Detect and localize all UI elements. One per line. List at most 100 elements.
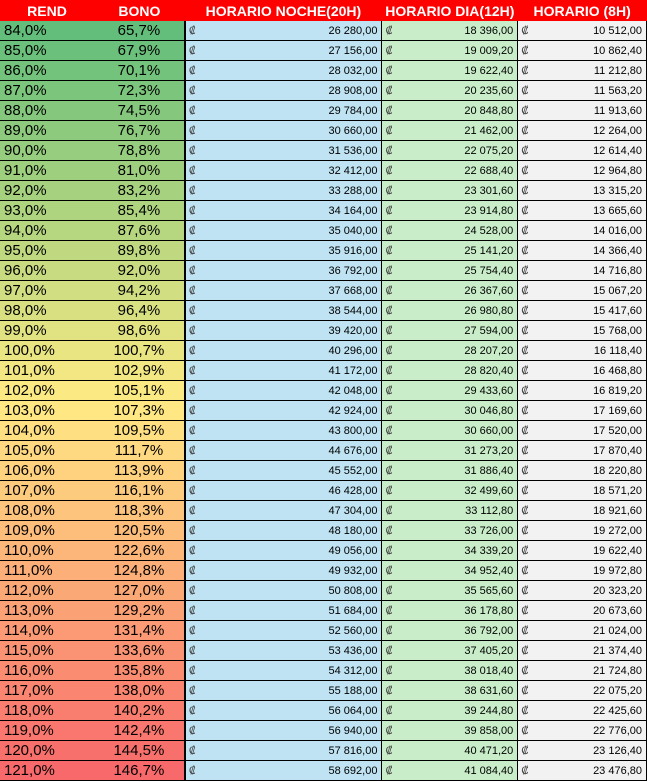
rend-cell: 98,0% — [0, 300, 94, 321]
horario-noche-value: 35 916,00 — [195, 240, 382, 261]
currency-symbol-noche: ₡ — [183, 340, 196, 361]
currency-symbol-8h: ₡ — [517, 220, 528, 241]
horario-noche-value: 27 156,00 — [195, 40, 382, 61]
horario-8h-value: 13 315,20 — [527, 180, 647, 201]
horario-dia-value: 35 565,60 — [392, 580, 518, 601]
currency-symbol-8h: ₡ — [517, 660, 528, 681]
currency-symbol-8h: ₡ — [517, 420, 528, 441]
currency-symbol-noche: ₡ — [183, 740, 196, 761]
currency-symbol-8h: ₡ — [517, 480, 528, 501]
table-row: 112,0%127,0%₡50 808,00₡35 565,60₡20 323,… — [0, 580, 647, 601]
bono-cell: 70,1% — [93, 60, 185, 81]
currency-symbol-dia: ₡ — [381, 260, 393, 281]
horario-8h-value: 22 425,60 — [527, 700, 647, 721]
rend-cell: 90,0% — [0, 140, 94, 161]
rend-cell: 100,0% — [0, 340, 94, 361]
bono-cell: 142,4% — [93, 720, 185, 741]
rend-cell: 117,0% — [0, 680, 94, 701]
currency-symbol-dia: ₡ — [381, 640, 393, 661]
currency-symbol-8h: ₡ — [517, 320, 528, 341]
rend-cell: 88,0% — [0, 100, 94, 121]
header-horario-8h: HORARIO (8H) — [517, 0, 647, 21]
bono-cell: 102,9% — [93, 360, 185, 381]
table-row: 119,0%142,4%₡56 940,00₡39 858,00₡22 776,… — [0, 720, 647, 741]
currency-symbol-8h: ₡ — [517, 180, 528, 201]
horario-8h-value: 14 716,80 — [527, 260, 647, 281]
bono-cell: 140,2% — [93, 700, 185, 721]
currency-symbol-noche: ₡ — [183, 320, 196, 341]
horario-noche-value: 58 692,00 — [195, 760, 382, 781]
currency-symbol-8h: ₡ — [517, 740, 528, 761]
rend-cell: 110,0% — [0, 540, 94, 561]
currency-symbol-dia: ₡ — [381, 540, 393, 561]
currency-symbol-dia: ₡ — [381, 280, 393, 301]
currency-symbol-dia: ₡ — [381, 21, 393, 41]
currency-symbol-8h: ₡ — [517, 520, 528, 541]
table-row: 104,0%109,5%₡43 800,00₡30 660,00₡17 520,… — [0, 420, 647, 441]
horario-dia-value: 28 820,40 — [392, 360, 518, 381]
horario-dia-value: 19 009,20 — [392, 40, 518, 61]
table-row: 103,0%107,3%₡42 924,00₡30 046,80₡17 169,… — [0, 400, 647, 421]
horario-noche-value: 31 536,00 — [195, 140, 382, 161]
horario-dia-value: 29 433,60 — [392, 380, 518, 401]
horario-dia-value: 23 914,80 — [392, 200, 518, 221]
currency-symbol-8h: ₡ — [517, 360, 528, 381]
currency-symbol-noche: ₡ — [183, 420, 196, 441]
horario-dia-value: 18 396,00 — [392, 21, 518, 41]
table-row: 89,0%76,7%₡30 660,00₡21 462,00₡12 264,00 — [0, 120, 647, 141]
header-rend: REND — [0, 0, 94, 21]
bono-cell: 135,8% — [93, 660, 185, 681]
currency-symbol-8h: ₡ — [517, 400, 528, 421]
horario-noche-value: 54 312,00 — [195, 660, 382, 681]
horario-noche-value: 53 436,00 — [195, 640, 382, 661]
currency-symbol-dia: ₡ — [381, 320, 393, 341]
table-row: 87,0%72,3%₡28 908,00₡20 235,60₡11 563,20 — [0, 80, 647, 101]
currency-symbol-8h: ₡ — [517, 21, 528, 41]
rend-cell: 89,0% — [0, 120, 94, 141]
bono-cell: 124,8% — [93, 560, 185, 581]
currency-symbol-8h: ₡ — [517, 460, 528, 481]
bono-cell: 87,6% — [93, 220, 185, 241]
bono-cell: 74,5% — [93, 100, 185, 121]
horario-dia-value: 24 528,00 — [392, 220, 518, 241]
currency-symbol-dia: ₡ — [381, 620, 393, 641]
rend-cell: 85,0% — [0, 40, 94, 61]
currency-symbol-8h: ₡ — [517, 640, 528, 661]
horario-8h-value: 22 776,00 — [527, 720, 647, 741]
currency-symbol-dia: ₡ — [381, 760, 393, 781]
horario-dia-value: 39 244,80 — [392, 700, 518, 721]
horario-dia-value: 26 367,60 — [392, 280, 518, 301]
bono-cell: 118,3% — [93, 500, 185, 521]
horario-noche-value: 35 040,00 — [195, 220, 382, 241]
bono-cell: 144,5% — [93, 740, 185, 761]
table-row: 117,0%138,0%₡55 188,00₡38 631,60₡22 075,… — [0, 680, 647, 701]
horario-noche-value: 36 792,00 — [195, 260, 382, 281]
horario-noche-value: 50 808,00 — [195, 580, 382, 601]
table-row: 99,0%98,6%₡39 420,00₡27 594,00₡15 768,00 — [0, 320, 647, 341]
horario-8h-value: 23 476,80 — [527, 760, 647, 781]
horario-8h-value: 13 665,60 — [527, 200, 647, 221]
rend-cell: 103,0% — [0, 400, 94, 421]
horario-dia-value: 33 726,00 — [392, 520, 518, 541]
currency-symbol-8h: ₡ — [517, 440, 528, 461]
horario-noche-value: 42 048,00 — [195, 380, 382, 401]
currency-symbol-noche: ₡ — [183, 540, 196, 561]
currency-symbol-8h: ₡ — [517, 540, 528, 561]
currency-symbol-dia: ₡ — [381, 360, 393, 381]
bono-cell: 89,8% — [93, 240, 185, 261]
horario-dia-value: 38 018,40 — [392, 660, 518, 681]
currency-symbol-8h: ₡ — [517, 280, 528, 301]
horario-dia-value: 30 046,80 — [392, 400, 518, 421]
currency-symbol-dia: ₡ — [381, 180, 393, 201]
horario-8h-value: 21 024,00 — [527, 620, 647, 641]
currency-symbol-noche: ₡ — [183, 580, 196, 601]
rend-cell: 121,0% — [0, 760, 94, 781]
currency-symbol-noche: ₡ — [183, 400, 196, 421]
table-row: 97,0%94,2%₡37 668,00₡26 367,60₡15 067,20 — [0, 280, 647, 301]
bono-cell: 96,4% — [93, 300, 185, 321]
rend-cell: 93,0% — [0, 200, 94, 221]
currency-symbol-dia: ₡ — [381, 680, 393, 701]
rend-cell: 87,0% — [0, 80, 94, 101]
currency-symbol-8h: ₡ — [517, 260, 528, 281]
table-row: 101,0%102,9%₡41 172,00₡28 820,40₡16 468,… — [0, 360, 647, 381]
